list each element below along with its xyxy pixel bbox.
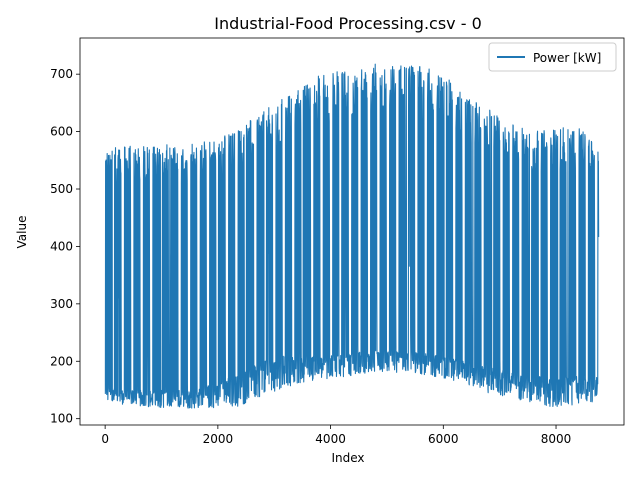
legend-label: Power [kW] xyxy=(533,51,601,65)
x-tick-label: 0 xyxy=(101,432,109,446)
y-tick-label: 600 xyxy=(50,125,73,139)
y-tick-label: 500 xyxy=(50,182,73,196)
series-line-power xyxy=(104,63,600,409)
chart-title: Industrial-Food Processing.csv - 0 xyxy=(214,14,482,33)
y-axis: 100 200 300 400 500 600 700 xyxy=(50,67,80,426)
y-tick-label: 400 xyxy=(50,239,73,253)
y-axis-label: Value xyxy=(15,216,29,249)
x-axis-label: Index xyxy=(331,451,364,465)
x-axis: 0 2000 4000 6000 8000 xyxy=(101,425,571,446)
plot-frame xyxy=(79,37,625,426)
y-tick-label: 300 xyxy=(50,297,73,311)
legend: Power [kW] xyxy=(488,42,617,72)
y-tick-label: 100 xyxy=(50,412,73,426)
x-tick-label: 2000 xyxy=(203,432,234,446)
y-tick-label: 700 xyxy=(50,67,73,81)
y-tick-label: 200 xyxy=(50,354,73,368)
x-tick-label: 6000 xyxy=(428,432,459,446)
plot-area xyxy=(104,63,600,409)
x-tick-label: 4000 xyxy=(315,432,346,446)
legend-box xyxy=(488,42,617,72)
x-tick-label: 8000 xyxy=(541,432,572,446)
